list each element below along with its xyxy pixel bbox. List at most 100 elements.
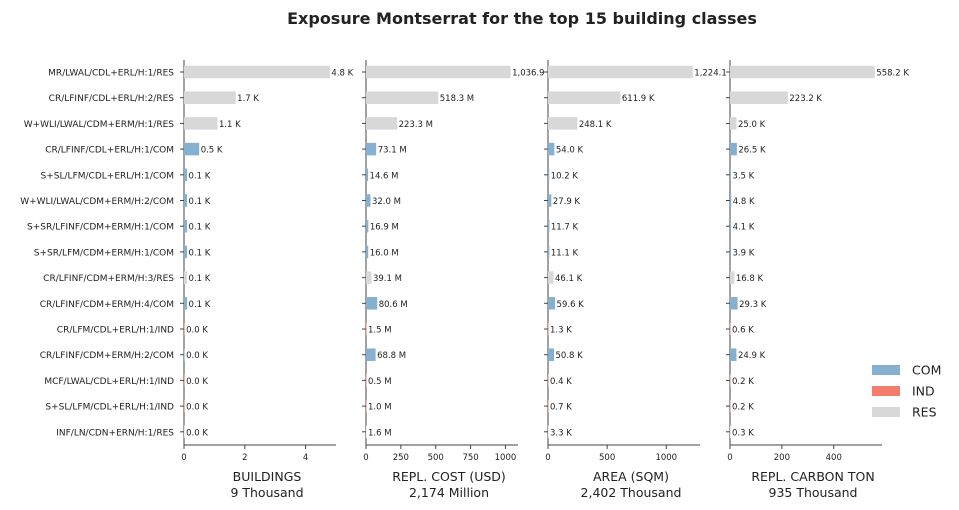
bar-value-label: 54.0 K <box>556 146 584 156</box>
bar-value-label: 1.6 M <box>368 428 392 438</box>
x-tick-label: 2 <box>242 453 247 463</box>
bar <box>730 271 735 284</box>
bar <box>184 322 185 336</box>
category-label: CR/LFINF/CDL+ERL/H:1/COM <box>45 146 174 156</box>
bar-value-label: 3.5 K <box>732 171 754 181</box>
bar-value-label: 24.9 K <box>738 351 766 361</box>
bar-value-label: 248.1 K <box>579 120 612 130</box>
x-axis-label: AREA (SQM) <box>593 469 669 484</box>
legend-swatch-ind <box>872 386 900 396</box>
bar <box>366 168 369 182</box>
category-label: S+SR/LFM/CDM+ERM/H:1/COM <box>34 248 174 258</box>
bar-value-label: 0.7 K <box>550 403 572 413</box>
bar-value-label: 0.1 K <box>189 197 211 207</box>
bar <box>548 374 549 387</box>
x-tick-label: 4 <box>303 453 308 463</box>
bar <box>730 322 731 336</box>
bar-value-label: 0.2 K <box>732 377 754 387</box>
category-label: CR/LFINF/CDL+ERL/H:2/RES <box>49 94 175 104</box>
x-axis-subtitle: 2,174 Million <box>409 485 489 500</box>
bar-value-label: 59.6 K <box>557 300 585 310</box>
bar-value-label: 4.1 K <box>733 223 755 233</box>
chart-panels: 0 2 4 4.8 K 1.7 K 1.1 K 0.5 K 0.1 K 0.1 K 0.1 K 0.… <box>180 60 909 500</box>
bar <box>730 142 737 156</box>
x-tick-label: 0 <box>727 453 732 463</box>
category-label: S+SL/LFM/CDL+ERL/H:1/COM <box>41 171 174 181</box>
bar-value-label: 14.6 M <box>370 171 399 181</box>
bar <box>184 91 236 104</box>
bar-value-label: 0.5 M <box>368 377 392 387</box>
x-tick-label: 500 <box>428 453 444 463</box>
legend-swatch-com <box>872 365 900 375</box>
bar <box>366 117 398 130</box>
x-tick-label: 400 <box>826 453 842 463</box>
bar <box>184 425 185 439</box>
bar-value-label: 16.8 K <box>736 274 764 284</box>
bar <box>548 194 552 207</box>
bar-value-label: 1,224.1 <box>694 69 726 79</box>
bar-value-label: 1.1 K <box>219 120 241 130</box>
x-tick-label: 1000 <box>495 453 517 463</box>
x-axis-subtitle: 9 Thousand <box>230 485 303 500</box>
bar <box>366 399 367 413</box>
bar <box>548 168 550 182</box>
bar-value-label: 0.1 K <box>189 274 211 284</box>
category-label: MCF/LWAL/CDL+ERL/H:1/IND <box>44 377 174 387</box>
bar <box>548 142 555 156</box>
category-label: INF/LN/CDN+ERN/H:1/RES <box>56 428 174 438</box>
bar <box>184 297 188 310</box>
bar <box>184 142 200 156</box>
bar-value-label: 0.0 K <box>186 403 208 413</box>
bar <box>184 374 185 387</box>
bar-value-label: 3.9 K <box>733 248 755 258</box>
bar <box>548 271 554 284</box>
bar <box>548 425 549 439</box>
category-labels: MR/LWAL/CDL+ERL/H:1/RES CR/LFINF/CDL+ERL/… <box>20 69 174 439</box>
bar-value-label: 0.0 K <box>186 428 208 438</box>
category-label: CR/LFINF/CDM+ERM/H:4/COM <box>40 300 174 310</box>
bar <box>184 399 185 413</box>
bar <box>548 65 693 79</box>
bar <box>366 142 377 156</box>
bar <box>730 168 731 182</box>
bar-value-label: 16.0 M <box>370 248 399 258</box>
bar-value-label: 27.9 K <box>553 197 581 207</box>
category-label: CR/LFINF/CDM+ERM/H:2/COM <box>40 351 174 361</box>
bar <box>730 194 732 207</box>
bar-value-label: 223.2 K <box>789 94 822 104</box>
bar <box>730 374 731 387</box>
bar-value-label: 46.1 K <box>555 274 583 284</box>
bar-value-label: 29.3 K <box>739 300 767 310</box>
bar <box>366 271 372 284</box>
bar-value-label: 0.1 K <box>189 300 211 310</box>
bar-value-label: 0.1 K <box>189 248 211 258</box>
legend-label-ind: IND <box>912 384 935 399</box>
panel-1: 0 2 4 4.8 K 1.7 K 1.1 K 0.5 K 0.1 K 0.1 K 0.1 K 0.… <box>180 60 354 500</box>
bar <box>730 399 731 413</box>
bar-value-label: 4.8 K <box>733 197 755 207</box>
bar <box>548 399 549 413</box>
bar-value-label: 25.0 K <box>738 120 766 130</box>
x-tick-label: 0 <box>363 453 368 463</box>
bar <box>548 348 555 361</box>
bar <box>548 297 556 310</box>
legend-label-res: RES <box>912 405 937 420</box>
bar-value-label: 3.3 K <box>550 428 572 438</box>
bar-value-label: 0.0 K <box>186 326 208 336</box>
bar-value-label: 0.3 K <box>732 428 754 438</box>
bar-value-label: 50.8 K <box>556 351 584 361</box>
bar-value-label: 1,036.9 <box>512 69 544 79</box>
bar <box>184 194 188 207</box>
bar <box>366 91 439 104</box>
bar-value-label: 1.7 K <box>237 94 259 104</box>
bar-value-label: 1.5 M <box>368 326 392 336</box>
bar <box>184 245 188 259</box>
bar-value-label: 68.8 M <box>377 351 406 361</box>
bar <box>184 348 185 361</box>
x-axis-subtitle: 2,402 Thousand <box>581 485 682 500</box>
bar <box>184 117 218 130</box>
chart-title: Exposure Montserrat for the top 15 build… <box>287 9 757 28</box>
panel-2: 0 250 500 750 1000 1,036.9 518.3 M 223.3 M 73.1 … <box>362 60 545 500</box>
x-tick-label: 750 <box>462 453 478 463</box>
